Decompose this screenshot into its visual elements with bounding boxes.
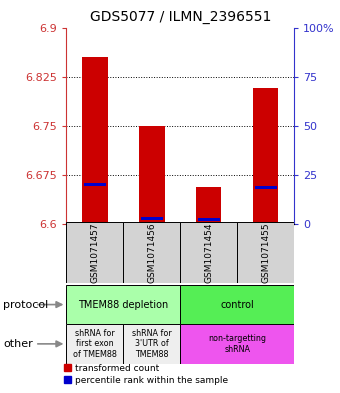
Bar [141,217,163,220]
Bar [123,324,180,364]
Text: GSM1071455: GSM1071455 [261,222,270,283]
Bar [180,285,294,324]
Text: non-targetting
shRNA: non-targetting shRNA [208,334,266,354]
Bar [253,88,278,224]
Bar [82,57,107,224]
Text: control: control [220,299,254,310]
Title: GDS5077 / ILMN_2396551: GDS5077 / ILMN_2396551 [89,10,271,24]
Bar [66,324,123,364]
Text: protocol: protocol [3,299,49,310]
Bar [139,126,165,224]
Text: other: other [3,339,33,349]
Text: GSM1071454: GSM1071454 [204,222,213,283]
Bar [66,222,123,283]
Bar [84,183,106,186]
Bar [196,187,221,224]
Bar [198,218,220,221]
Text: GSM1071457: GSM1071457 [90,222,99,283]
Text: shRNA for
3'UTR of
TMEM88: shRNA for 3'UTR of TMEM88 [132,329,172,359]
Text: TMEM88 depletion: TMEM88 depletion [78,299,168,310]
Bar [123,222,180,283]
Bar [255,185,276,189]
Bar [180,324,294,364]
Bar [66,285,180,324]
Bar [180,222,237,283]
Bar [237,222,294,283]
Text: GSM1071456: GSM1071456 [147,222,156,283]
Legend: transformed count, percentile rank within the sample: transformed count, percentile rank withi… [64,364,228,385]
Text: shRNA for
first exon
of TMEM88: shRNA for first exon of TMEM88 [73,329,117,359]
